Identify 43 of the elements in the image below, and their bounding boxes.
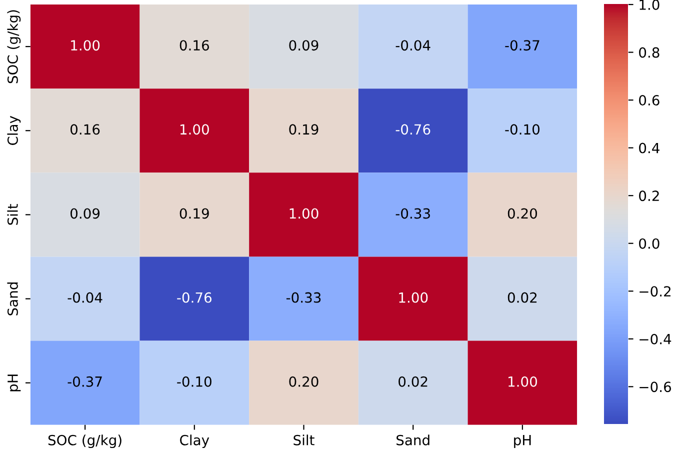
color-bar-label: 0.2 bbox=[639, 190, 659, 202]
x-tick-label: Sand bbox=[396, 434, 430, 446]
data-label: 0.09 bbox=[289, 40, 318, 51]
data-label: 0.20 bbox=[508, 208, 537, 219]
data-label: 0.19 bbox=[180, 208, 209, 219]
x-tick-label: Clay bbox=[180, 434, 210, 448]
x-tick-label: pH bbox=[514, 435, 531, 448]
color-bar-label: 0.8 bbox=[639, 47, 660, 58]
data-label: 0.09 bbox=[70, 208, 100, 219]
data-label: -0.10 bbox=[177, 376, 212, 387]
data-label: -0.37 bbox=[68, 376, 102, 387]
data-label: 0.19 bbox=[289, 124, 318, 135]
color-bar-label: −0.4 bbox=[640, 334, 672, 344]
data-label: -0.76 bbox=[396, 124, 430, 135]
y-tick-label: SOC (g/kg) bbox=[7, 10, 21, 84]
data-label: 1.00 bbox=[290, 208, 318, 219]
data-label: 1.00 bbox=[180, 124, 209, 135]
y-tick-label: Sand bbox=[7, 282, 18, 316]
color-bar-label: 0.0 bbox=[639, 238, 660, 249]
color-bar-label: 0.4 bbox=[639, 142, 660, 154]
color-bar-label: 0.6 bbox=[639, 95, 660, 106]
data-label: 0.02 bbox=[508, 292, 537, 303]
data-label: -0.76 bbox=[177, 292, 212, 303]
data-label: 1.00 bbox=[508, 376, 537, 387]
color-bar-label: −0.2 bbox=[640, 286, 670, 297]
data-label: 1.00 bbox=[71, 40, 100, 51]
data-label: 0.16 bbox=[70, 124, 100, 135]
data-label: 0.16 bbox=[180, 40, 209, 51]
data-label: -0.04 bbox=[396, 40, 430, 51]
data-label: -0.04 bbox=[68, 292, 102, 303]
data-label: 1.00 bbox=[399, 292, 428, 303]
data-label: 0.02 bbox=[398, 376, 428, 387]
x-tick-label: Silt bbox=[294, 434, 314, 446]
data-label: -0.33 bbox=[286, 292, 321, 303]
y-tick-label: pH bbox=[8, 374, 21, 392]
data-label: -0.10 bbox=[505, 124, 540, 135]
data-label: -0.33 bbox=[396, 208, 430, 219]
x-tick-label: SOC (g/kg) bbox=[48, 434, 122, 448]
data-label: 0.20 bbox=[289, 376, 318, 387]
y-tick-label: Silt bbox=[7, 204, 18, 225]
color-bar-label: −0.6 bbox=[640, 382, 671, 392]
data-label: -0.37 bbox=[505, 40, 540, 51]
y-tick-label: Clay bbox=[7, 116, 21, 145]
